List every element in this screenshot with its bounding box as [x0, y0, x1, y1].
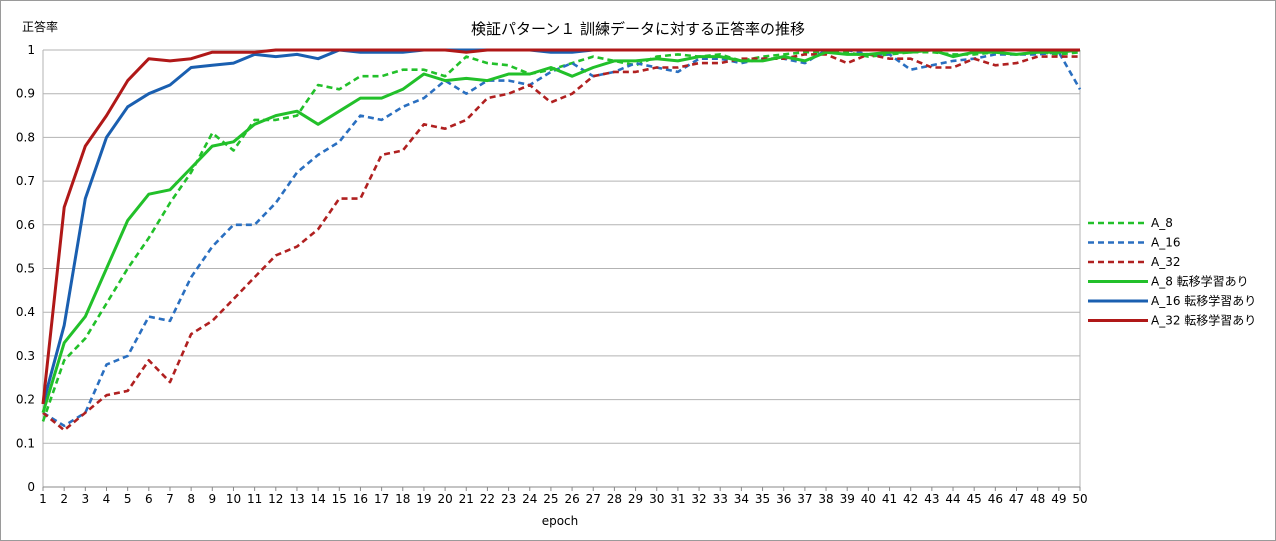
x-tick-label: 31 — [670, 492, 685, 506]
legend-label: A_32 — [1151, 255, 1180, 269]
legend-label: A_16 — [1151, 236, 1180, 250]
x-tick-label: 33 — [713, 492, 728, 506]
x-tick-label: 45 — [967, 492, 982, 506]
x-tick-label: 21 — [459, 492, 474, 506]
x-tick-label: 35 — [755, 492, 770, 506]
x-tick-label: 40 — [861, 492, 876, 506]
x-tick-label: 10 — [226, 492, 241, 506]
x-tick-label: 23 — [501, 492, 516, 506]
x-tick-label: 50 — [1072, 492, 1087, 506]
x-tick-label: 27 — [586, 492, 601, 506]
series-line-4 — [41, 48, 1081, 414]
x-tick-label: 15 — [332, 492, 347, 506]
series-line-5 — [41, 48, 1080, 405]
series-line-1 — [41, 50, 1081, 422]
y-tick-label: 0.4 — [16, 305, 35, 319]
y-tick-label: 1 — [27, 43, 35, 57]
x-tick-label: 42 — [903, 492, 918, 506]
x-tick-label: 39 — [840, 492, 855, 506]
x-tick-label: 41 — [882, 492, 897, 506]
series-line-3 — [42, 53, 1080, 432]
x-tick-label: 4 — [103, 492, 111, 506]
legend-label: A_32 転移学習あり — [1151, 313, 1256, 328]
x-tick-label: 32 — [691, 492, 706, 506]
x-tick-label: 19 — [416, 492, 431, 506]
x-tick-label: 46 — [988, 492, 1003, 506]
x-tick-label: 12 — [268, 492, 283, 506]
series-line-2 — [42, 48, 1082, 428]
x-tick-label: 17 — [374, 492, 389, 506]
x-tick-label: 34 — [734, 492, 749, 506]
x-tick-label: 43 — [924, 492, 939, 506]
legend-label: A_16 転移学習あり — [1151, 293, 1256, 308]
y-tick-label: 0.3 — [16, 349, 35, 363]
x-tick-label: 49 — [1051, 492, 1066, 506]
x-tick-label: 5 — [124, 492, 132, 506]
legend-label: A_8 転移学習あり — [1151, 274, 1249, 289]
y-tick-label: 0.5 — [16, 262, 35, 276]
x-tick-label: 38 — [818, 492, 833, 506]
chart-title: 検証パターン１ 訓練データに対する正答率の推移 — [471, 20, 805, 38]
x-tick-label: 44 — [945, 492, 960, 506]
x-tick-label: 6 — [145, 492, 153, 506]
x-tick-label: 16 — [353, 492, 368, 506]
x-tick-label: 11 — [247, 492, 262, 506]
x-tick-label: 28 — [607, 492, 622, 506]
x-tick-label: 47 — [1009, 492, 1024, 506]
legend-label: A_8 — [1151, 216, 1173, 230]
y-tick-label: 0 — [27, 480, 35, 494]
legend: A_8 A_16 A_32 A_8 転移学習あり A_16 転移学習あり A_32 転移学… — [1088, 216, 1256, 328]
x-tick-label: 9 — [208, 492, 216, 506]
x-tick-label: 3 — [82, 492, 90, 506]
x-tick-label: 14 — [310, 492, 325, 506]
y-tick-label: 0.2 — [16, 393, 35, 407]
x-tick-label: 25 — [543, 492, 558, 506]
x-tick-label: 18 — [395, 492, 410, 506]
x-tick-label: 2 — [60, 492, 68, 506]
x-tick-label: 24 — [522, 492, 537, 506]
x-tick-label: 7 — [166, 492, 174, 506]
x-tick-label: 26 — [564, 492, 579, 506]
x-tick-label: 22 — [480, 492, 495, 506]
x-tick-label: 8 — [187, 492, 195, 506]
y-tick-label: 0.6 — [16, 218, 35, 232]
y-tick-label: 0.1 — [16, 436, 35, 450]
x-tick-label: 13 — [289, 492, 304, 506]
y-axis-title: 正答率 — [22, 19, 58, 34]
y-tick-label: 0.7 — [16, 174, 35, 188]
x-tick-label: 48 — [1030, 492, 1045, 506]
y-tick-label: 0.8 — [16, 130, 35, 144]
y-tick-label: 0.9 — [16, 87, 35, 101]
series-line-6 — [41, 48, 1080, 405]
plot-area: 00.10.20.30.40.50.60.70.80.911 2 3 4 5 6 7 8 9 10… — [16, 43, 1088, 506]
x-tick-label: 29 — [628, 492, 643, 506]
x-tick-label: 36 — [776, 492, 791, 506]
x-tick-label: 1 — [39, 492, 47, 506]
x-tick-label: 20 — [437, 492, 452, 506]
x-tick-label: 37 — [797, 492, 812, 506]
x-axis-title: epoch — [542, 514, 579, 528]
x-tick-label: 30 — [649, 492, 664, 506]
